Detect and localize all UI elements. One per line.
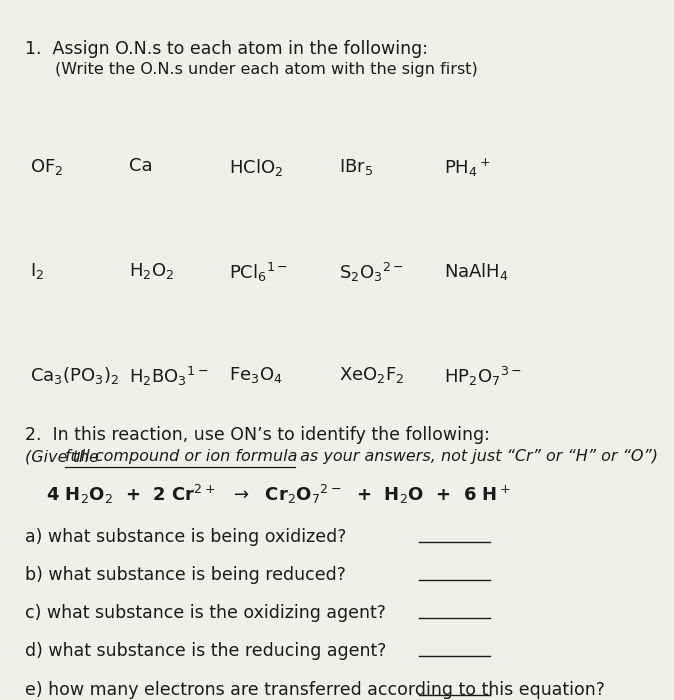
Text: b) what substance is being reduced?: b) what substance is being reduced?: [25, 566, 346, 584]
Text: NaAlH$_4$: NaAlH$_4$: [443, 261, 508, 282]
Text: S$_2$O$_3$$^{2-}$: S$_2$O$_3$$^{2-}$: [339, 261, 404, 284]
Text: PCl$_6$$^{1-}$: PCl$_6$$^{1-}$: [228, 261, 288, 284]
Text: (Write the O.N.s under each atom with the sign first): (Write the O.N.s under each atom with th…: [55, 62, 478, 77]
Text: PH$_4$$^+$: PH$_4$$^+$: [443, 157, 491, 179]
Text: Ca: Ca: [129, 157, 153, 175]
Text: full compound or ion formula: full compound or ion formula: [65, 449, 297, 464]
Text: IBr$_5$: IBr$_5$: [339, 157, 373, 177]
Text: c) what substance is the oxidizing agent?: c) what substance is the oxidizing agent…: [25, 604, 386, 622]
Text: 4 H$_2$O$_2$  +  2 Cr$^{2+}$  $\rightarrow$  Cr$_2$O$_7$$^{2-}$  +  H$_2$O  +  6: 4 H$_2$O$_2$ + 2 Cr$^{2+}$ $\rightarrow$…: [46, 482, 511, 505]
Text: HClO$_2$: HClO$_2$: [228, 157, 283, 178]
Text: a) what substance is being oxidized?: a) what substance is being oxidized?: [25, 528, 346, 545]
Text: Fe$_3$O$_4$: Fe$_3$O$_4$: [228, 365, 282, 385]
Text: H$_2$BO$_3$$^{1-}$: H$_2$BO$_3$$^{1-}$: [129, 365, 209, 389]
Text: 2.  In this reaction, use ON’s to identify the following:: 2. In this reaction, use ON’s to identif…: [25, 426, 490, 444]
Text: 1.  Assign O.N.s to each atom in the following:: 1. Assign O.N.s to each atom in the foll…: [25, 40, 428, 57]
Text: H$_2$O$_2$: H$_2$O$_2$: [129, 261, 175, 281]
Text: as your answers, not just “Cr” or “H” or “O”): as your answers, not just “Cr” or “H” or…: [295, 449, 658, 464]
Text: (Give the: (Give the: [25, 449, 104, 464]
Text: OF$_2$: OF$_2$: [30, 157, 64, 177]
Text: I$_2$: I$_2$: [30, 261, 44, 281]
Text: HP$_2$O$_7$$^{3-}$: HP$_2$O$_7$$^{3-}$: [443, 365, 522, 389]
Text: d) what substance is the reducing agent?: d) what substance is the reducing agent?: [25, 643, 386, 660]
Text: Ca$_3$(PO$_3$)$_2$: Ca$_3$(PO$_3$)$_2$: [30, 365, 119, 386]
Text: e) how many electrons are transferred according to this equation?: e) how many electrons are transferred ac…: [25, 680, 605, 699]
Text: XeO$_2$F$_2$: XeO$_2$F$_2$: [339, 365, 404, 385]
